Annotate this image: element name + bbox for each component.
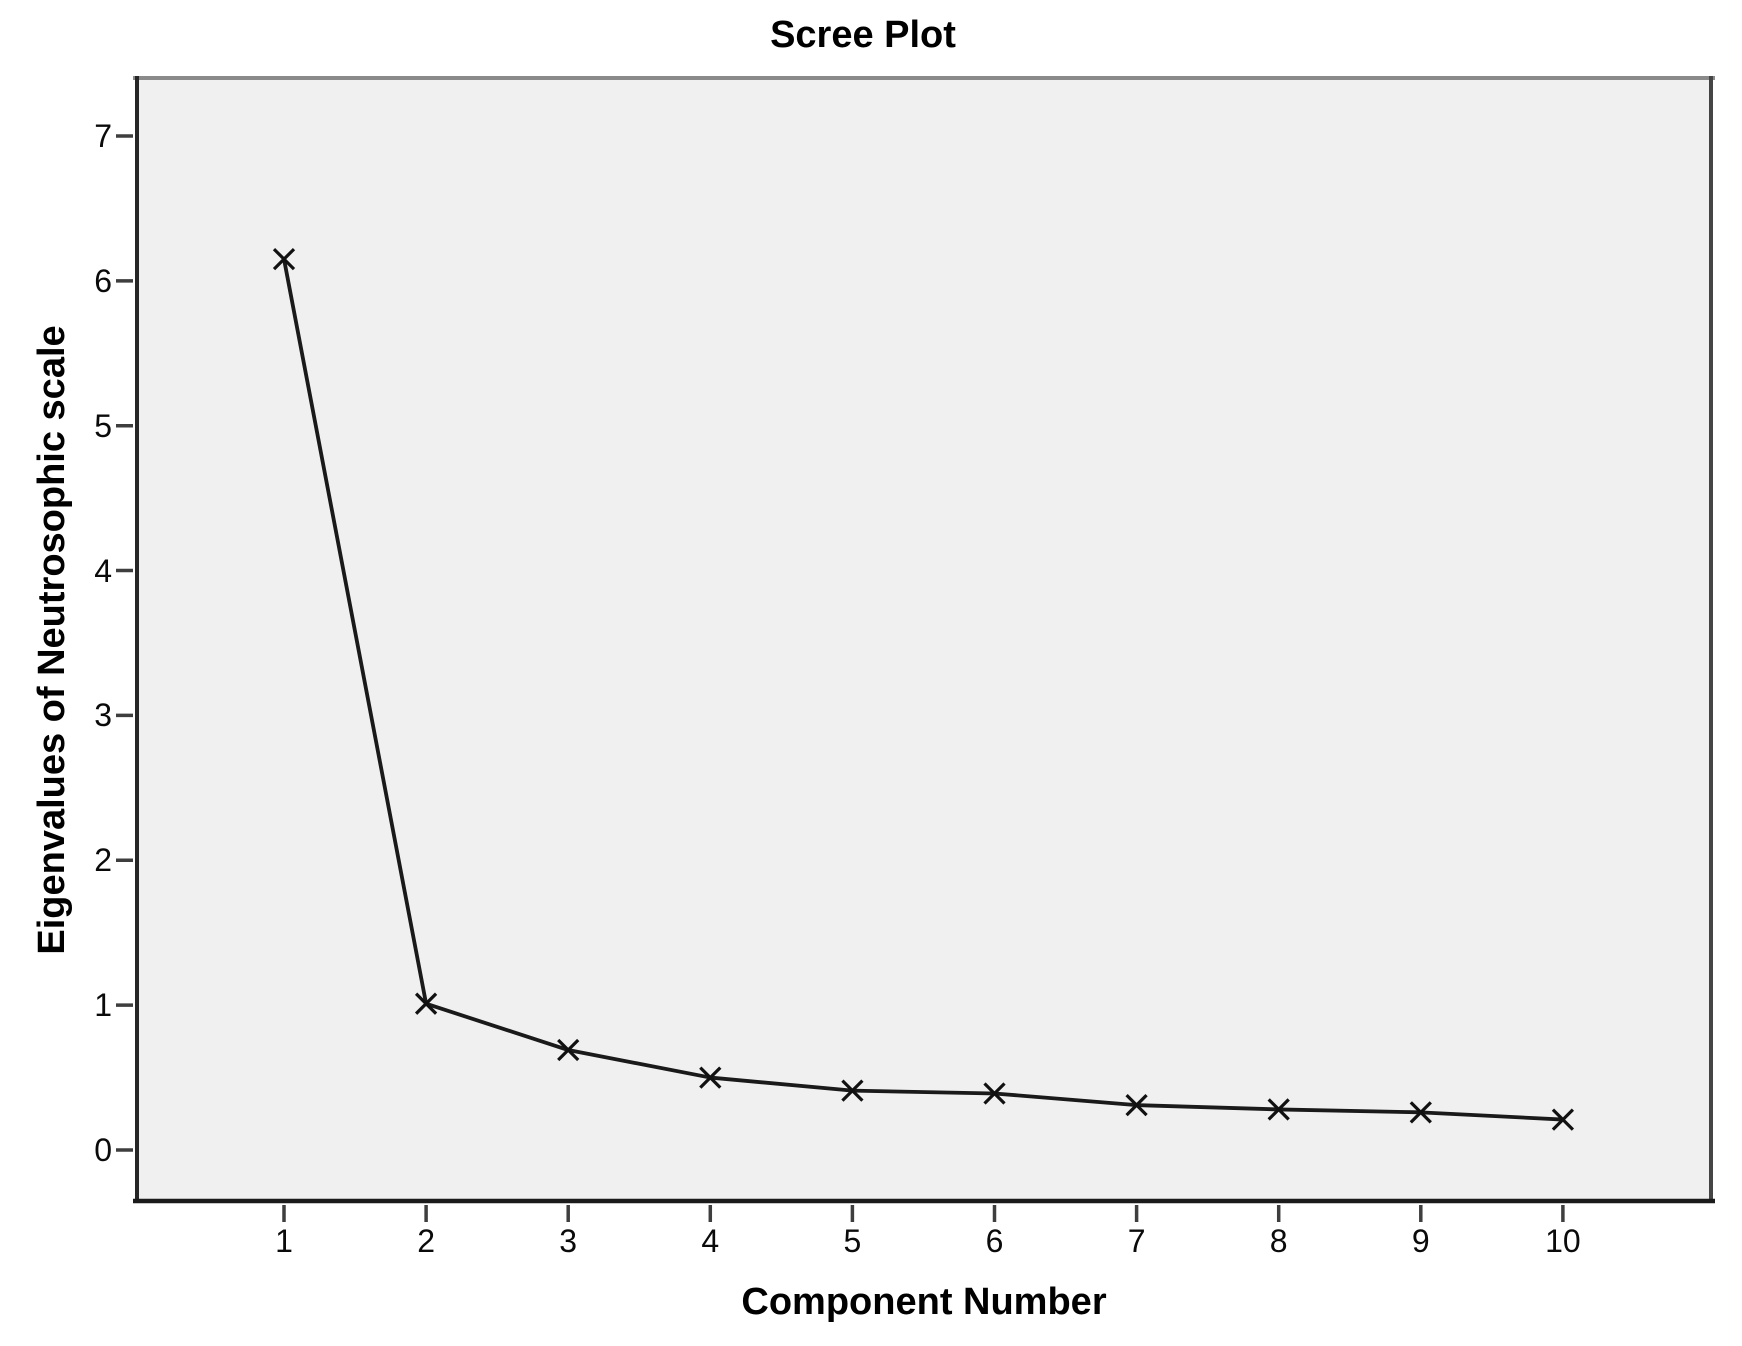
data-point-x-marker <box>1409 1101 1432 1124</box>
data-point-x-marker <box>1551 1108 1575 1131</box>
eigenvalue-line <box>282 258 1563 1122</box>
data-point-x-marker <box>1267 1098 1290 1121</box>
y-tick-label: 0 <box>94 1132 112 1168</box>
chart-title: Scree Plot <box>770 14 956 56</box>
x-tick-label: 8 <box>1269 1223 1288 1259</box>
data-point-x-marker <box>272 247 296 271</box>
plot-area-background <box>135 76 1713 1203</box>
y-tick-label: 1 <box>94 987 112 1024</box>
y-tick-label: 7 <box>94 117 112 154</box>
y-tick-label: 5 <box>94 407 112 444</box>
data-point-x-marker <box>841 1079 864 1102</box>
data-point-x-marker <box>557 1038 580 1062</box>
y-tick-label: 4 <box>94 552 112 589</box>
x-tick-label: 7 <box>1127 1223 1146 1259</box>
x-tick-label: 10 <box>1545 1223 1581 1259</box>
x-tick-label: 5 <box>843 1223 862 1259</box>
x-tick-label: 1 <box>275 1223 293 1259</box>
data-point-x-marker <box>983 1082 1006 1105</box>
data-point-x-marker <box>699 1066 722 1089</box>
x-tick-label: 6 <box>985 1223 1004 1259</box>
x-axis-title: Component Number <box>741 1281 1107 1323</box>
data-point-x-marker <box>414 992 438 1015</box>
y-tick-label: 6 <box>94 262 112 299</box>
y-tick-label: 2 <box>94 842 112 879</box>
y-tick-label: 3 <box>94 697 112 734</box>
x-tick-label: 2 <box>417 1223 435 1259</box>
x-tick-label: 4 <box>701 1223 720 1259</box>
x-tick-label: 3 <box>559 1223 578 1259</box>
data-point-x-marker <box>1125 1093 1148 1117</box>
x-tick-label: 9 <box>1411 1223 1430 1259</box>
